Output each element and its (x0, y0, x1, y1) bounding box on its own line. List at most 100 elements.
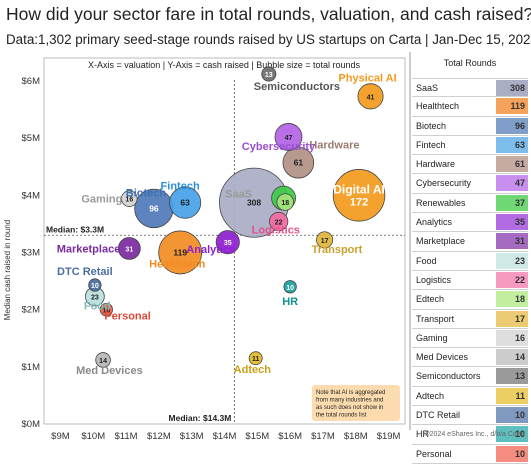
bubble-label-fintech: Fintech (161, 181, 200, 193)
legend-round-count: 119 (496, 98, 528, 115)
bubble-value-semiconductors: 13 (265, 72, 273, 79)
legend: SaaS 308 Healthtech 119 Biotech 96 Fintech 63 Ha… (412, 78, 528, 464)
bubble-value-digital-ai: 172 (350, 196, 368, 208)
bubble-adtech (248, 351, 263, 366)
axis-note: X-Axis = valuation | Y-Axis = cash raise… (88, 60, 361, 70)
bubble-label-transport: Transport (312, 244, 363, 256)
median-y-label: Median: $3.3M (46, 224, 104, 234)
x-tick-label: $18M (344, 431, 368, 442)
bubble-label-food: Food (84, 300, 111, 312)
bubble-value-logistics: 22 (275, 220, 283, 227)
bubble-hardware (282, 146, 315, 179)
legend-row-semiconductors: Semiconductors 13 (412, 367, 528, 387)
bubble-label-gaming: Gaming (81, 194, 122, 206)
bubble-label-healthtech: Healthtech (149, 258, 206, 270)
legend-sector-name: Renewables (416, 197, 466, 208)
y-tick-label: $5M (22, 133, 41, 144)
legend-sector-name: DTC Retail (416, 410, 461, 421)
ai-note-background (312, 385, 400, 421)
bubble-label-hardware: Hardware (309, 140, 359, 152)
legend-sector-name: Edtech (416, 294, 445, 305)
bubble-label-physical-ai: Physical AI (338, 72, 396, 84)
legend-sector-name: HR (416, 429, 429, 440)
legend-sector-name: Gaming (416, 332, 448, 343)
bubble-physical-ai (357, 83, 384, 110)
x-tick-label: $10M (81, 431, 105, 442)
y-tick-label: $0M (22, 419, 41, 430)
legend-sector-name: Healthtech (416, 101, 460, 112)
bubble-logistics (269, 211, 289, 232)
y-tick-label: $3M (22, 247, 41, 258)
legend-row-hardware: Hardware 61 (412, 155, 528, 175)
bubble-personal (99, 302, 113, 317)
legend-round-count: 31 (496, 233, 528, 250)
bubble-label-med-devices: Med Devices (76, 365, 143, 377)
bubble-value-transport: 17 (321, 238, 329, 245)
x-tick-label: $16M (278, 431, 302, 442)
bubble-transport (316, 231, 334, 249)
y-axis-title: Median cash raised in round (3, 220, 12, 321)
legend-row-gaming: Gaming 16 (412, 329, 528, 349)
legend-round-count: 308 (496, 80, 528, 96)
legend-row-food: Food 23 (412, 252, 528, 271)
x-tick-label: $15M (245, 431, 269, 442)
legend-sector-name: Med Devices (416, 352, 469, 363)
ai-note-line: from many industries and (316, 398, 383, 404)
x-tick-label: $11M (115, 431, 138, 442)
legend-row-dtc-retail: DTC Retail 10 (412, 406, 528, 426)
legend-round-count: 11 (496, 387, 528, 404)
legend-sector-name: Adtech (416, 390, 445, 401)
bubble-value-gaming: 16 (125, 197, 133, 204)
bubble-value-med-devices: 14 (99, 358, 107, 365)
bubble-value-physical-ai: 41 (367, 94, 375, 101)
legend-row-renewables: Renewables 37 (412, 194, 528, 214)
x-tick-label: $14M (213, 431, 237, 442)
legend-row-saas: SaaS 308 (412, 78, 528, 98)
bubble-value-fintech: 63 (180, 198, 190, 208)
legend-round-count: 37 (496, 194, 528, 211)
bubble-value-healthtech: 119 (173, 247, 187, 257)
x-tick-label: $19M (377, 431, 401, 442)
bubble-value-food: 23 (91, 294, 99, 301)
legend-round-count: 63 (496, 136, 528, 153)
footer-copyright: ©2024 eShares Inc., d/b/a Carta (424, 431, 526, 438)
bubble-label-biotech: Biotech (126, 187, 167, 199)
bubble-dtc-retail (88, 278, 102, 292)
legend-row-fintech: Fintech 63 (412, 136, 528, 156)
bubble-value-dtc-retail: 10 (91, 283, 99, 290)
ai-note-line: as such does not show in (316, 405, 383, 411)
bubble-label-analytics: Analytics (186, 244, 235, 256)
bubble-label-saas: SaaS (225, 189, 252, 201)
legend-row-logistics: Logistics 22 (412, 271, 528, 291)
bubble-label-cybersecurity: Cybersecurity (242, 141, 316, 153)
bubble-healthtech (158, 230, 203, 275)
bubble-value-adtech: 11 (252, 356, 260, 363)
bubble-label-hr: HR (282, 296, 298, 308)
x-tick-label: $9M (51, 431, 70, 442)
legend-sector-name: Analytics (416, 217, 453, 228)
bubble-value-personal: 10 (102, 308, 110, 315)
legend-sector-name: Personal (416, 448, 452, 459)
ai-note-line: the total rounds list (316, 413, 367, 419)
bubble-label-digital-ai: Digital AI (333, 182, 385, 196)
bubble-value-hardware: 61 (294, 158, 304, 168)
bubble-label-semiconductors: Semiconductors (254, 81, 340, 93)
legend-round-count: 47 (496, 175, 528, 192)
ai-note-text: Note that AI is aggregated from many indu… (316, 390, 385, 419)
legend-row-analytics: Analytics 35 (412, 213, 528, 233)
bubble-label-adtech: Adtech (234, 364, 272, 376)
chart-subtitle: Data:1,302 primary seed-stage rounds rai… (6, 32, 531, 47)
median-x-label: Median: $14.3M (169, 413, 232, 423)
bubble-marketplace (117, 237, 141, 260)
legend-sector-name: Marketplace (416, 236, 466, 247)
legend-row-marketplace: Marketplace 31 (412, 232, 528, 252)
legend-sector-name: Cybersecurity (416, 178, 472, 189)
legend-sector-name: Transport (416, 313, 455, 324)
legend-round-count: 18 (496, 291, 528, 308)
bubble-label-logistics: Logistics (252, 225, 300, 237)
bubble-chart: X-Axis = valuation | Y-Axis = cash raise… (3, 52, 411, 442)
legend-round-count: 10 (496, 426, 528, 443)
legend-row-cybersecurity: Cybersecurity 47 (412, 174, 528, 194)
legend-sector-name: Biotech (416, 120, 447, 131)
legend-round-count: 17 (496, 310, 528, 327)
